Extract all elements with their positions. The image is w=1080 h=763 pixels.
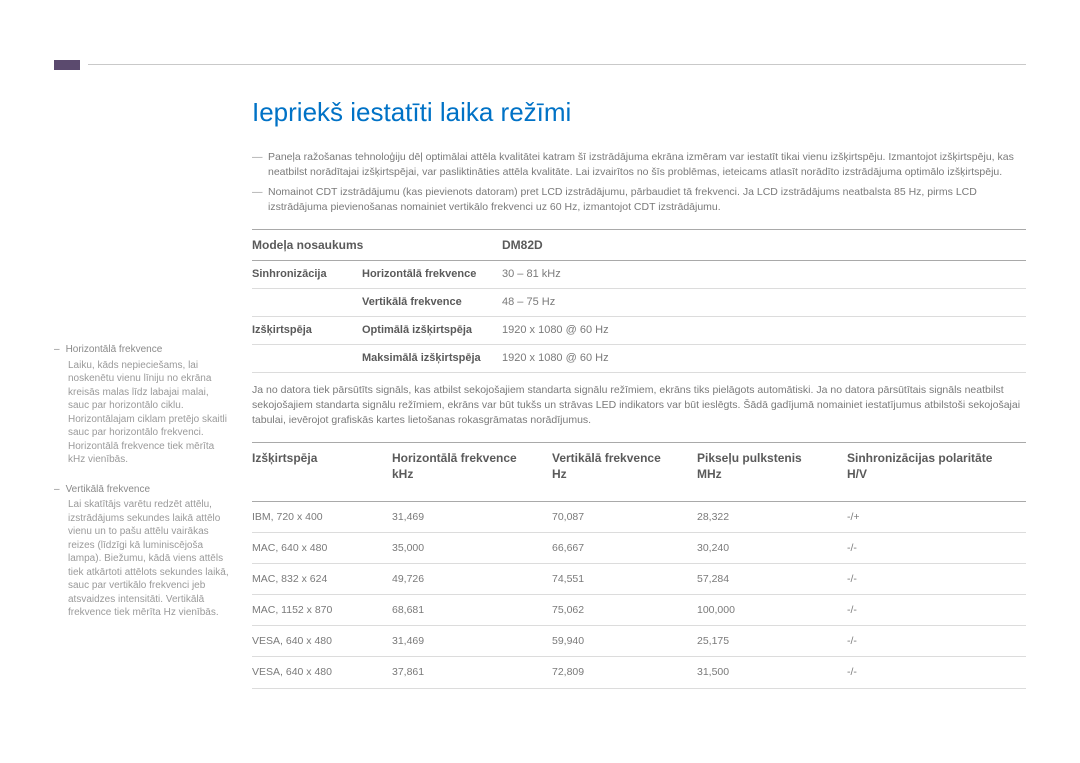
- timing-cell: 30,240: [697, 541, 847, 555]
- spec-group: Izšķirtspēja: [252, 323, 362, 338]
- timing-header: Sinhronizācijas polaritāteH/V: [847, 450, 1026, 482]
- timing-row: MAC, 832 x 62449,72674,55157,284-/-: [252, 564, 1026, 595]
- body-text: Ja no datora tiek pārsūtīts signāls, kas…: [252, 383, 1026, 429]
- spec-value: 1920 x 1080 @ 60 Hz: [502, 323, 1026, 338]
- timing-cell: 37,861: [392, 665, 552, 679]
- timing-cell: 57,284: [697, 572, 847, 586]
- timing-body: IBM, 720 x 40031,46970,08728,322-/+MAC, …: [252, 502, 1026, 689]
- timing-cell: 59,940: [552, 634, 697, 648]
- sidebar-term-desc: Lai skatītājs varētu redzēt attēlu, izst…: [68, 498, 230, 620]
- timing-cell: 66,667: [552, 541, 697, 555]
- timing-header-row: Izšķirtspēja Horizontālā frekvencekHz Ve…: [252, 442, 1026, 501]
- timing-header: Vertikālā frekvenceHz: [552, 450, 697, 482]
- timing-cell: 72,809: [552, 665, 697, 679]
- sidebar-term-title: Horizontālā frekvence: [66, 343, 163, 357]
- spec-value: 30 – 81 kHz: [502, 267, 1026, 282]
- accent-bar: [54, 60, 80, 70]
- timing-cell: -/-: [847, 665, 1026, 679]
- timing-cell: -/-: [847, 603, 1026, 617]
- timing-cell: 31,469: [392, 510, 552, 524]
- timing-cell: -/-: [847, 541, 1026, 555]
- timing-cell: 31,469: [392, 634, 552, 648]
- page-title: Iepriekš iestatīti laika režīmi: [252, 95, 1026, 130]
- timing-row: IBM, 720 x 40031,46970,08728,322-/+: [252, 502, 1026, 533]
- page: Horizontālā frekvence Laiku, kāds nepiec…: [54, 95, 1026, 689]
- spec-row: Izšķirtspēja Optimālā izšķirtspēja 1920 …: [252, 317, 1026, 345]
- timing-row: VESA, 640 x 48031,46959,94025,175-/-: [252, 626, 1026, 657]
- timing-cell: 75,062: [552, 603, 697, 617]
- spec-value: 48 – 75 Hz: [502, 295, 1026, 310]
- timing-cell: 49,726: [392, 572, 552, 586]
- sidebar-term-desc: Laiku, kāds nepieciešams, lai noskenētu …: [68, 359, 230, 467]
- timing-header: Izšķirtspēja: [252, 450, 392, 482]
- timing-cell: -/+: [847, 510, 1026, 524]
- timing-cell: VESA, 640 x 480: [252, 665, 392, 679]
- spec-row: Sinhronizācija Horizontālā frekvence 30 …: [252, 261, 1026, 289]
- timing-cell: 74,551: [552, 572, 697, 586]
- top-rule: [88, 64, 1026, 65]
- spec-group: Sinhronizācija: [252, 267, 362, 282]
- note-item: Nomainot CDT izstrādājumu (kas pievienot…: [252, 185, 1026, 215]
- spec-header-label: Modeļa nosaukums: [252, 237, 502, 253]
- sidebar-term-title: Vertikālā frekvence: [66, 483, 151, 497]
- notes: Paneļa ražošanas tehnoloģiju dēļ optimāl…: [252, 150, 1026, 215]
- spec-label: Vertikālā frekvence: [362, 295, 502, 310]
- sidebar: Horizontālā frekvence Laiku, kāds nepiec…: [54, 95, 230, 689]
- main-content: Iepriekš iestatīti laika režīmi Paneļa r…: [252, 95, 1026, 689]
- timing-row: VESA, 640 x 48037,86172,80931,500-/-: [252, 657, 1026, 688]
- timing-cell: -/-: [847, 634, 1026, 648]
- timing-cell: 28,322: [697, 510, 847, 524]
- timing-row: MAC, 1152 x 87068,68175,062100,000-/-: [252, 595, 1026, 626]
- timing-cell: MAC, 640 x 480: [252, 541, 392, 555]
- sidebar-term: Vertikālā frekvence: [54, 483, 230, 497]
- timing-cell: 70,087: [552, 510, 697, 524]
- spec-table: Modeļa nosaukums DM82D Sinhronizācija Ho…: [252, 229, 1026, 373]
- timing-cell: MAC, 1152 x 870: [252, 603, 392, 617]
- spec-row: Vertikālā frekvence 48 – 75 Hz: [252, 289, 1026, 317]
- note-item: Paneļa ražošanas tehnoloģiju dēļ optimāl…: [252, 150, 1026, 180]
- timing-cell: MAC, 832 x 624: [252, 572, 392, 586]
- timing-cell: 25,175: [697, 634, 847, 648]
- spec-label: Maksimālā izšķirtspēja: [362, 351, 502, 366]
- timing-cell: 100,000: [697, 603, 847, 617]
- spec-header-row: Modeļa nosaukums DM82D: [252, 229, 1026, 261]
- timing-cell: IBM, 720 x 400: [252, 510, 392, 524]
- timing-cell: VESA, 640 x 480: [252, 634, 392, 648]
- timing-cell: 35,000: [392, 541, 552, 555]
- sidebar-term: Horizontālā frekvence: [54, 343, 230, 357]
- spec-label: Horizontālā frekvence: [362, 267, 502, 282]
- timing-cell: 31,500: [697, 665, 847, 679]
- spec-header-value: DM82D: [502, 237, 1026, 253]
- timing-cell: 68,681: [392, 603, 552, 617]
- timing-header: Pikseļu pulkstenisMHz: [697, 450, 847, 482]
- timing-header: Horizontālā frekvencekHz: [392, 450, 552, 482]
- timing-cell: -/-: [847, 572, 1026, 586]
- spec-value: 1920 x 1080 @ 60 Hz: [502, 351, 1026, 366]
- spec-label: Optimālā izšķirtspēja: [362, 323, 502, 338]
- spec-row: Maksimālā izšķirtspēja 1920 x 1080 @ 60 …: [252, 345, 1026, 373]
- timing-row: MAC, 640 x 48035,00066,66730,240-/-: [252, 533, 1026, 564]
